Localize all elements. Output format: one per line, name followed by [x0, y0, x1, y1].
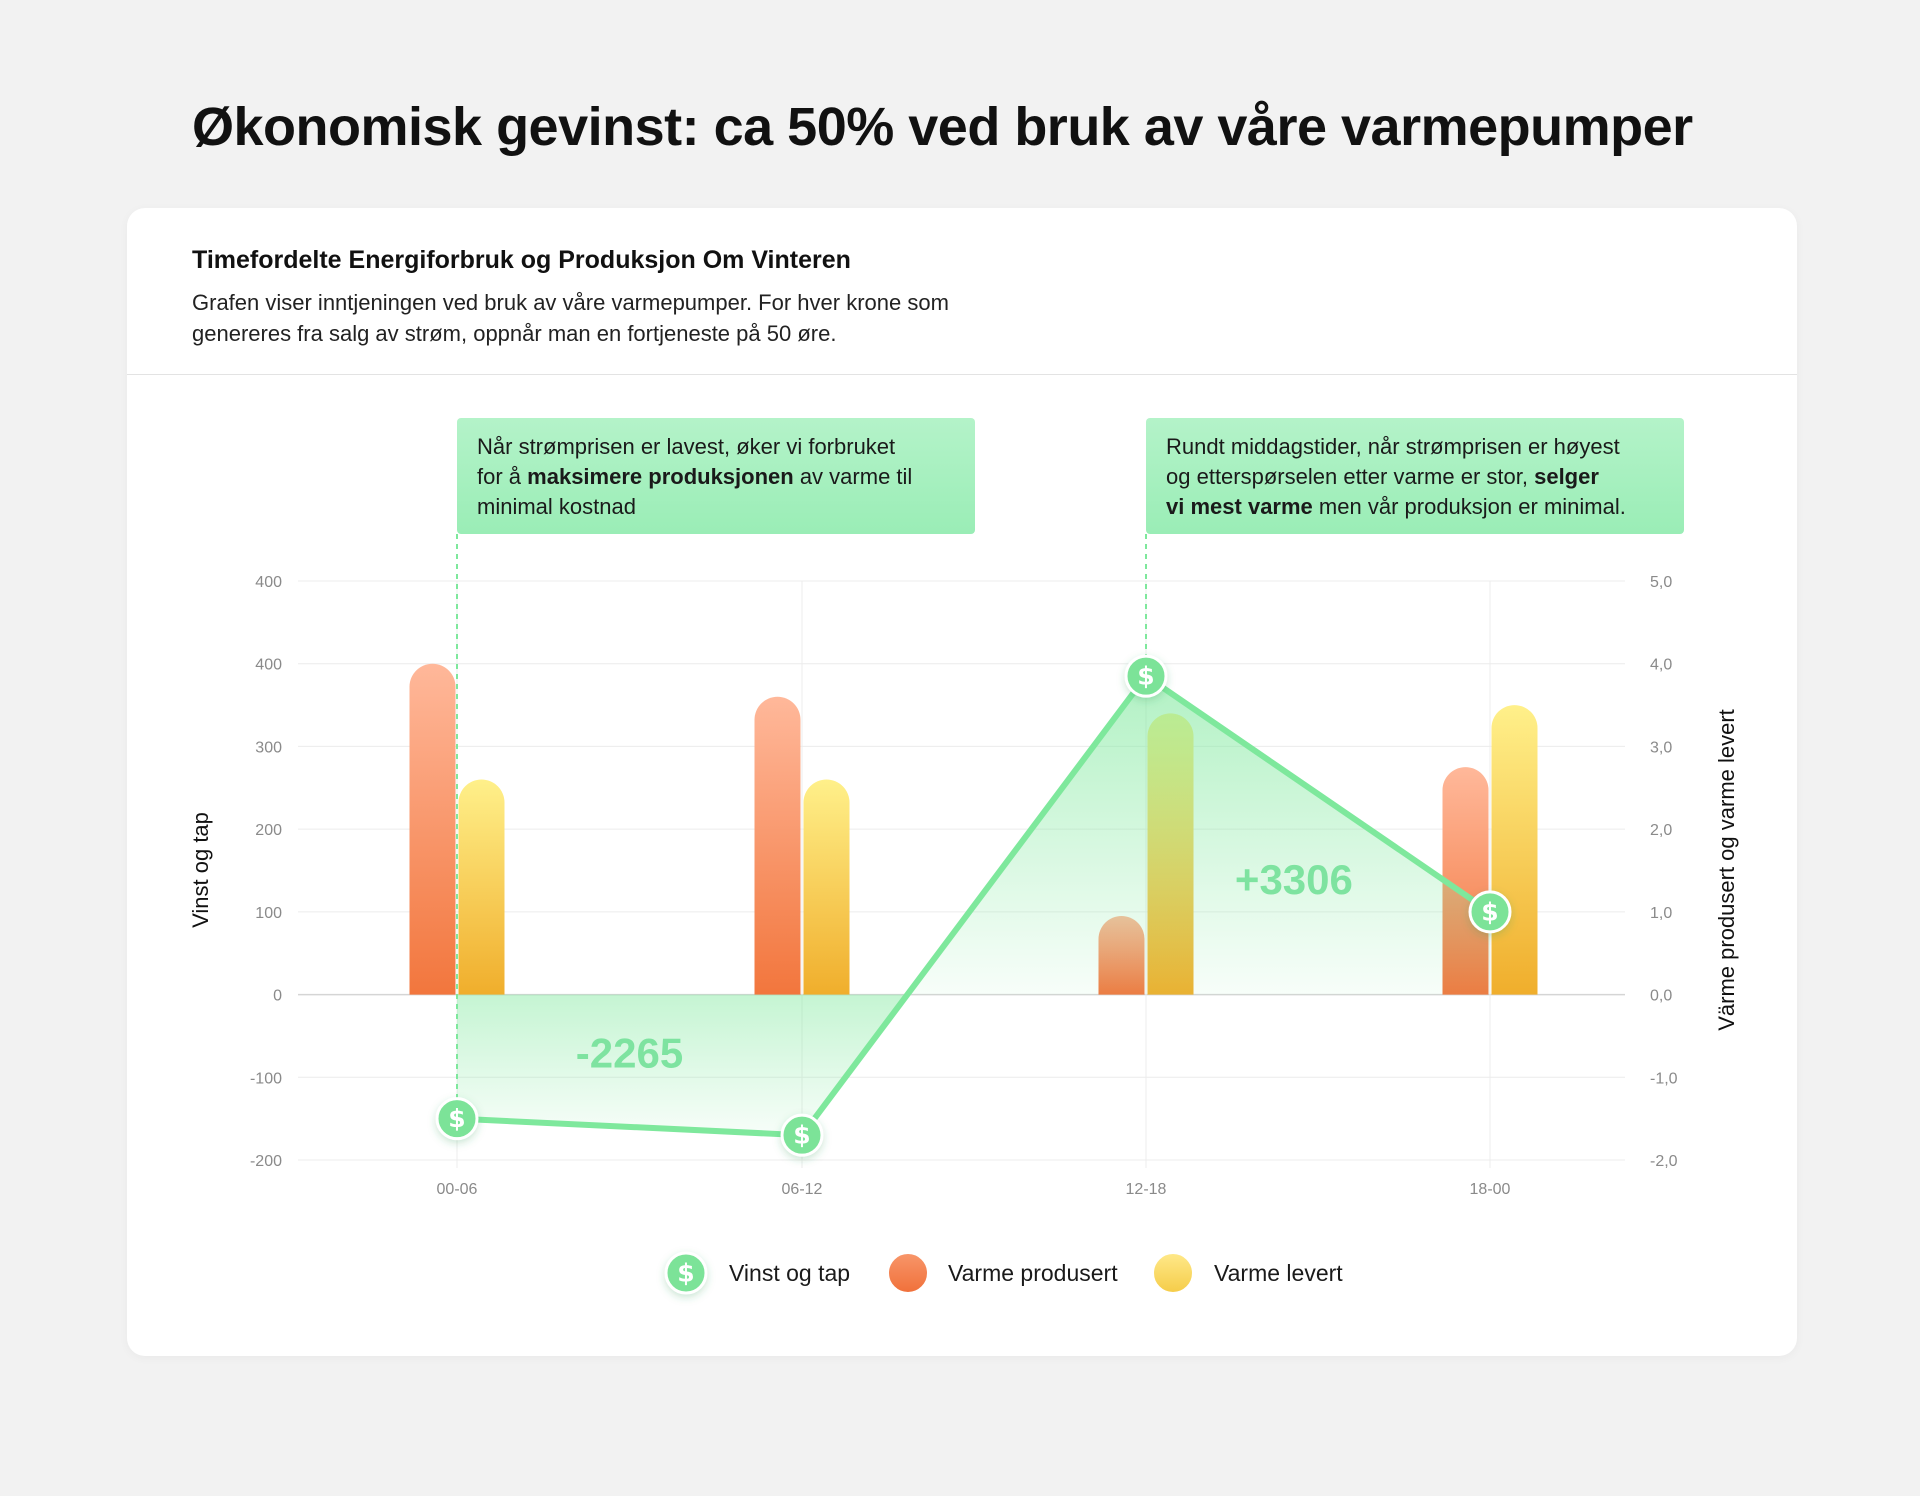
legend-produced-swatch — [887, 1252, 929, 1294]
card-title: Timefordelte Energiforbruk og Produksjon… — [192, 246, 851, 274]
page-title: Økonomisk gevinst: ca 50% ved bruk av vå… — [192, 97, 1693, 157]
dollar-icon: $ — [448, 1104, 465, 1133]
annotation-bold-word: mest — [1184, 494, 1242, 519]
bar-varme-levert — [458, 779, 505, 995]
left-tick-label: 400 — [255, 574, 282, 591]
coin-circle — [664, 1251, 708, 1295]
card-header: Timefordelte Energiforbruk og Produksjon… — [192, 246, 1732, 349]
loss-total-label: -2265 — [576, 1029, 683, 1076]
annotation-word: men — [1313, 494, 1362, 519]
bar-varme-produsert — [409, 663, 456, 995]
coin-circle — [780, 1113, 824, 1157]
annotation-word: minimal — [477, 494, 553, 519]
annotation-word: og — [1166, 464, 1190, 489]
right-tick-label: 5,0 — [1650, 574, 1672, 591]
x-tick-label: 00-06 — [437, 1181, 478, 1198]
annotation-word: kostnad — [553, 494, 636, 519]
annotation-word: Når — [477, 434, 512, 459]
annotation-word: lavest, — [660, 434, 730, 459]
profit-marker: $ — [1468, 890, 1512, 934]
right-tick-label: 4,0 — [1650, 657, 1672, 674]
legend-coin-icon: $ — [664, 1251, 708, 1295]
annotation-text: Når strømprisen er lavest, øker vi forbr… — [477, 434, 912, 519]
legend-delivered-swatch — [1152, 1252, 1194, 1294]
bar-varme-levert — [1491, 705, 1538, 995]
gain-total-label: +3306 — [1235, 856, 1353, 903]
annotation-bold-word: vi — [1166, 494, 1184, 519]
annotation-word: høyest — [1548, 434, 1620, 459]
annotation-word: å — [503, 464, 522, 489]
gain-area — [907, 676, 1490, 995]
annotation-box — [457, 418, 975, 534]
annotation-word: for — [477, 464, 503, 489]
annotation-word: vi — [780, 434, 802, 459]
right-axis-title: Värme produsert og varme levert — [1714, 709, 1739, 1031]
left-tick-label: -200 — [250, 1153, 282, 1170]
annotation-word: vår — [1362, 494, 1399, 519]
left-tick-label: 300 — [255, 739, 282, 756]
left-tick-label: 200 — [255, 822, 282, 839]
annotation-text: Rundt middagstider, når strømprisen er h… — [1166, 434, 1626, 519]
annotation-word: når — [1362, 434, 1400, 459]
left-tick-label: 100 — [255, 905, 282, 922]
right-tick-label: 3,0 — [1650, 739, 1672, 756]
annotation-word: øker — [730, 434, 780, 459]
annotation-bold-word: varme — [1242, 494, 1313, 519]
annotation-word: er — [1512, 494, 1538, 519]
annotation-word: Rundt — [1166, 434, 1225, 459]
annotation-word: produksjon — [1398, 494, 1512, 519]
legend-label: Varme levert — [1214, 1260, 1343, 1286]
left-tick-label: 0 — [273, 988, 282, 1005]
annotation-word: varme — [823, 464, 890, 489]
annotation-word: er — [635, 434, 661, 459]
profit-line — [454, 673, 1493, 1139]
annotation-word: forbruket — [802, 434, 895, 459]
profit-marker: $ — [435, 1097, 479, 1141]
dollar-icon: $ — [677, 1258, 694, 1287]
annotation-word: minimal. — [1538, 494, 1626, 519]
coin-circle — [435, 1097, 479, 1141]
card-divider — [127, 374, 1797, 375]
left-tick-label: 400 — [255, 657, 282, 674]
profit-marker: $ — [1124, 654, 1168, 698]
annotation-word: strømprisen — [512, 434, 634, 459]
annotation-word: etterspørselen — [1190, 464, 1337, 489]
annotation-bold-word: produksjonen — [642, 464, 794, 489]
coin-circle — [1124, 654, 1168, 698]
annotation-word: varme — [1387, 464, 1454, 489]
coin-circle — [1468, 890, 1512, 934]
right-tick-label: -2,0 — [1650, 1153, 1678, 1170]
annotation-word: etter — [1337, 464, 1387, 489]
loss-area — [457, 994, 908, 1136]
annotation-word: strømprisen — [1400, 434, 1522, 459]
dollar-icon: $ — [1137, 662, 1154, 691]
right-tick-label: 2,0 — [1650, 822, 1672, 839]
annotation-word: middagstider, — [1225, 434, 1362, 459]
left-tick-label: -100 — [250, 1070, 282, 1087]
right-tick-label: 0,0 — [1650, 988, 1672, 1005]
annotation-word: stor, — [1480, 464, 1528, 489]
annotation-box — [1146, 418, 1684, 534]
profit-marker: $ — [780, 1113, 824, 1157]
right-tick-label: -1,0 — [1650, 1070, 1678, 1087]
x-tick-label: 12-18 — [1126, 1181, 1167, 1198]
annotation-word: er — [1455, 464, 1481, 489]
card-description: Grafen viser inntjeningen ved bruk av vå… — [192, 290, 949, 346]
x-tick-label: 18-00 — [1470, 1181, 1511, 1198]
dollar-icon: $ — [1481, 897, 1498, 926]
bar-varme-produsert — [754, 696, 801, 995]
legend-label: Vinst og tap — [729, 1260, 850, 1286]
annotation-word: av — [794, 464, 823, 489]
bar-varme-levert — [803, 779, 850, 995]
annotation-word: er — [1522, 434, 1548, 459]
annotation-bold-word: maksimere — [521, 464, 642, 489]
dollar-icon: $ — [793, 1121, 810, 1150]
left-axis-title: Vinst og tap — [188, 812, 213, 928]
x-tick-label: 06-12 — [782, 1181, 823, 1198]
annotation-bold-word: selger — [1528, 464, 1599, 489]
right-tick-label: 1,0 — [1650, 905, 1672, 922]
legend-label: Varme produsert — [948, 1260, 1118, 1286]
annotation-word: til — [890, 464, 912, 489]
